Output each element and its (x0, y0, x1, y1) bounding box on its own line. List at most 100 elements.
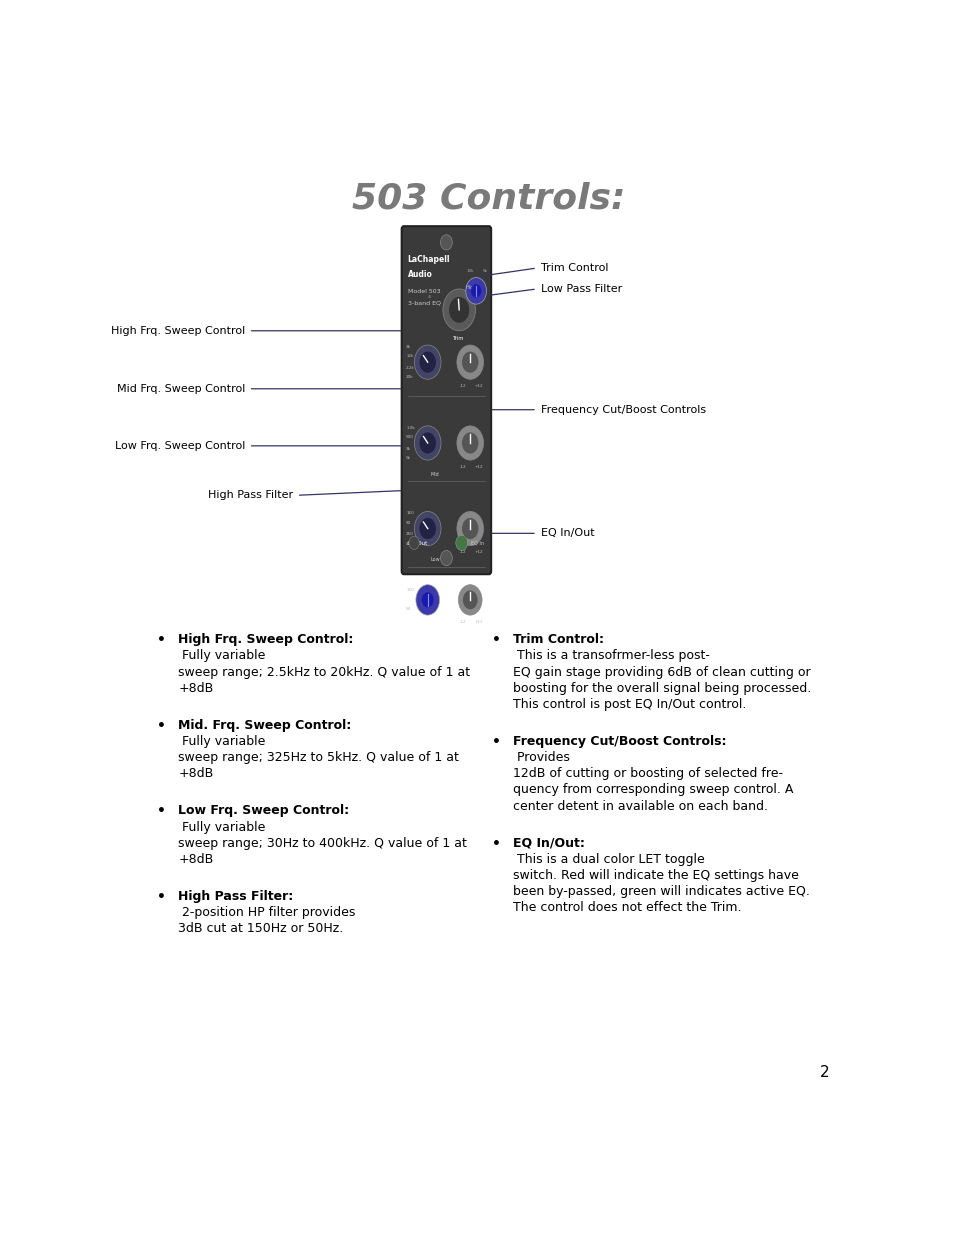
Circle shape (456, 345, 483, 379)
Text: Fully variable: Fully variable (178, 650, 266, 662)
Text: -12: -12 (459, 384, 466, 388)
Text: +12: +12 (475, 551, 483, 555)
Text: 12dB of cutting or boosting of selected fre-: 12dB of cutting or boosting of selected … (513, 767, 782, 781)
Circle shape (421, 593, 434, 608)
Circle shape (461, 432, 478, 453)
Text: +8dB: +8dB (178, 853, 213, 866)
Text: boosting for the overall signal being processed.: boosting for the overall signal being pr… (513, 682, 811, 694)
Text: sweep range; 325Hz to 5kHz. Q value of 1 at: sweep range; 325Hz to 5kHz. Q value of 1… (178, 751, 458, 764)
Text: 3k: 3k (406, 345, 411, 350)
Text: Model 503: Model 503 (407, 289, 439, 294)
Text: 2.2k: 2.2k (406, 366, 415, 369)
Circle shape (416, 584, 439, 615)
Text: 12k: 12k (406, 354, 414, 358)
Text: Trim: Trim (453, 336, 464, 342)
Circle shape (471, 284, 481, 298)
Text: +8dB: +8dB (178, 767, 213, 781)
Text: EQ In: EQ In (470, 541, 483, 546)
Text: been by-passed, green will indicates active EQ.: been by-passed, green will indicates act… (513, 885, 809, 898)
Text: Frequency Cut/Boost Controls:: Frequency Cut/Boost Controls: (513, 735, 726, 748)
Text: -12: -12 (459, 620, 466, 624)
Text: High Frq. Sweep Control: High Frq. Sweep Control (111, 326, 245, 336)
Circle shape (440, 551, 452, 566)
Text: •: • (157, 634, 166, 647)
Text: EQ Out: EQ Out (407, 541, 426, 546)
Text: 1.0k: 1.0k (406, 426, 415, 430)
Text: This control is post EQ In/Out control.: This control is post EQ In/Out control. (513, 698, 746, 711)
Circle shape (442, 289, 475, 331)
Circle shape (409, 536, 418, 550)
Text: -12: -12 (459, 551, 466, 555)
Circle shape (440, 235, 452, 249)
Text: 2: 2 (819, 1065, 828, 1081)
Circle shape (449, 296, 469, 322)
Text: Fully variable: Fully variable (178, 820, 266, 834)
Text: 90: 90 (406, 521, 411, 525)
Text: switch. Red will indicate the EQ settings have: switch. Red will indicate the EQ setting… (513, 869, 799, 882)
Text: •: • (492, 634, 500, 647)
Text: High Frq. Sweep Control:: High Frq. Sweep Control: (178, 634, 354, 646)
Text: sweep range; 2.5kHz to 20kHz. Q value of 1 at: sweep range; 2.5kHz to 20kHz. Q value of… (178, 666, 470, 678)
Circle shape (419, 517, 436, 540)
Text: -12: -12 (459, 464, 466, 469)
Text: •: • (492, 735, 500, 748)
Text: •: • (492, 836, 500, 851)
Text: 3dB cut at 150Hz or 50Hz.: 3dB cut at 150Hz or 50Hz. (178, 923, 343, 935)
Text: This is a transofrmer-less post-: This is a transofrmer-less post- (513, 650, 709, 662)
Text: Mid. Frq. Sweep Control:: Mid. Frq. Sweep Control: (178, 719, 352, 732)
Circle shape (461, 352, 478, 373)
Circle shape (456, 511, 483, 546)
Circle shape (462, 590, 477, 609)
Text: Mid: Mid (430, 472, 439, 477)
Text: 5k: 5k (406, 456, 411, 461)
Circle shape (414, 511, 440, 546)
Text: 5k: 5k (482, 269, 487, 273)
Text: 3k: 3k (406, 447, 411, 451)
Text: +12: +12 (475, 620, 483, 624)
Circle shape (419, 352, 436, 373)
Text: 20k: 20k (406, 375, 414, 379)
Text: 503 Controls:: 503 Controls: (352, 182, 625, 215)
Text: High Pass Filter: High Pass Filter (208, 490, 293, 500)
Text: 400: 400 (406, 542, 414, 546)
Text: 50: 50 (406, 608, 411, 611)
Circle shape (465, 278, 486, 304)
Text: center detent in available on each band.: center detent in available on each band. (513, 799, 767, 813)
Text: Low Pass Filter: Low Pass Filter (540, 284, 621, 294)
Text: •: • (157, 804, 166, 819)
Text: sweep range; 30Hz to 400kHz. Q value of 1 at: sweep range; 30Hz to 400kHz. Q value of … (178, 836, 467, 850)
Text: 2-position HP filter provides: 2-position HP filter provides (178, 906, 355, 919)
Circle shape (457, 584, 481, 615)
Text: •: • (157, 719, 166, 732)
Text: The control does not effect the Trim.: The control does not effect the Trim. (513, 902, 741, 914)
Text: Audio: Audio (407, 270, 432, 279)
Text: Mid Frq. Sweep Control: Mid Frq. Sweep Control (116, 384, 245, 394)
Text: EQ In/Out: EQ In/Out (540, 529, 594, 538)
Text: 10k: 10k (466, 269, 474, 273)
Text: Low: Low (430, 557, 439, 562)
Text: -6: -6 (427, 295, 431, 299)
Text: Provides: Provides (513, 751, 570, 764)
Text: Frequency Cut/Boost Controls: Frequency Cut/Boost Controls (540, 405, 705, 415)
Text: 3-band EQ: 3-band EQ (407, 300, 440, 305)
Text: Low Frq. Sweep Control: Low Frq. Sweep Control (114, 441, 245, 451)
Text: +12: +12 (475, 464, 483, 469)
Text: +8dB: +8dB (178, 682, 213, 694)
Circle shape (461, 517, 478, 540)
Text: Low Frq. Sweep Control:: Low Frq. Sweep Control: (178, 804, 349, 818)
Circle shape (414, 345, 440, 379)
Text: 250: 250 (406, 532, 414, 536)
Text: Fully variable: Fully variable (178, 735, 266, 748)
Text: quency from corresponding sweep control. A: quency from corresponding sweep control.… (513, 783, 793, 797)
Text: High: High (465, 284, 476, 289)
Text: 160: 160 (406, 511, 414, 515)
Text: EQ gain stage providing 6dB of clean cutting or: EQ gain stage providing 6dB of clean cut… (513, 666, 810, 678)
Circle shape (419, 432, 436, 453)
Text: High Pass Filter:: High Pass Filter: (178, 890, 294, 903)
Text: EQ In/Out:: EQ In/Out: (513, 836, 584, 850)
Text: LaChapell: LaChapell (407, 254, 450, 264)
Text: •: • (157, 890, 166, 904)
Text: +12: +12 (475, 384, 483, 388)
Circle shape (456, 426, 483, 461)
Circle shape (456, 535, 467, 551)
